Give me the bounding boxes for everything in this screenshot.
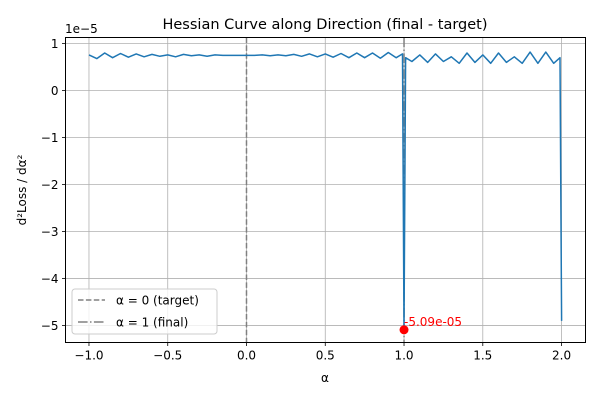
y-tick-label: −1: [41, 131, 59, 145]
series-group: [88, 51, 563, 331]
y-tick-label: −3: [41, 225, 59, 239]
x-tick-label: −0.5: [153, 349, 182, 363]
annotation: -5.09e-05: [399, 315, 462, 335]
min-point-label: -5.09e-05: [404, 315, 462, 329]
legend-label-final: α = 1 (final): [116, 316, 188, 330]
y-scale-offset: 1e−5: [65, 22, 98, 36]
x-tick-label: 1.5: [473, 349, 492, 363]
y-tick-label: 1: [51, 37, 59, 51]
reference-lines: [245, 37, 405, 343]
x-axis-label: α: [321, 371, 329, 385]
ticks: −1.0 −0.5 0.0 0.5 1.0 1.5 2.0 1 0 −1 −2 −3 −4 −5: [41, 37, 571, 362]
legend-box: [71, 288, 218, 335]
legend: α = 0 (target) α = 1 (final): [71, 288, 218, 335]
x-tick-label: 0.5: [316, 349, 335, 363]
y-tick-label: 0: [51, 84, 59, 98]
x-tick-label: 0.0: [237, 349, 256, 363]
y-tick-label: −4: [41, 272, 59, 286]
min-point-marker: [399, 325, 409, 335]
y-axis-label: d²Loss / dα²: [15, 154, 29, 225]
y-tick-label: −5: [41, 319, 59, 333]
legend-label-target: α = 0 (target): [116, 294, 199, 308]
y-tick-label: −2: [41, 178, 59, 192]
chart-title: Hessian Curve along Direction (final - t…: [162, 17, 487, 33]
x-tick-label: 2.0: [552, 349, 571, 363]
x-tick-label: 1.0: [394, 349, 413, 363]
series-line-hessian: [88, 51, 563, 331]
x-tick-label: −1.0: [74, 349, 103, 363]
